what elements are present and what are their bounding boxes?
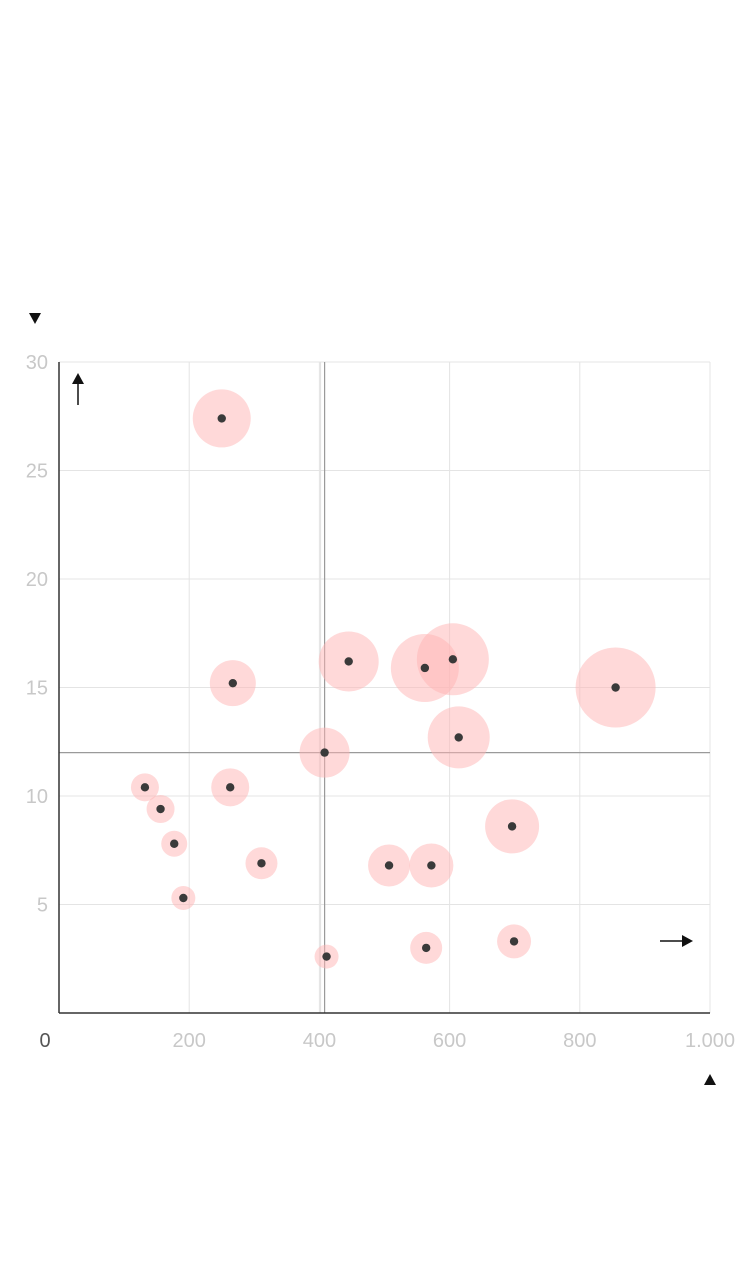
x-tick-label: 600 [433, 1030, 466, 1052]
x-tick-label: 0 [39, 1030, 50, 1052]
data-point [448, 655, 458, 664]
axes [58, 362, 710, 1014]
grid [59, 361, 711, 1013]
data-point [140, 783, 150, 792]
data-point [611, 683, 620, 692]
tick-labels: 0 200 400 600 800 1.000 5 10 15 20 25 30 [26, 352, 735, 1052]
data-point [257, 859, 266, 868]
data-point [454, 733, 463, 742]
data-point [226, 783, 235, 792]
data-point [170, 839, 179, 848]
data-point [320, 748, 329, 757]
y-tick-label: 20 [26, 569, 48, 591]
data-point [384, 861, 394, 870]
data-point [344, 657, 353, 666]
data-point [507, 822, 517, 831]
data-point [228, 678, 238, 688]
data-point [421, 943, 431, 953]
y-tick-label: 30 [26, 352, 48, 374]
points [140, 414, 620, 961]
y-tick-label: 10 [26, 786, 48, 808]
data-point [156, 804, 165, 814]
x-tick-label: 200 [173, 1030, 206, 1052]
y-tick-label: 5 [37, 895, 48, 917]
data-point [322, 952, 331, 961]
x-tick-label: 1.000 [685, 1030, 735, 1052]
reference-lines [59, 362, 710, 1013]
data-point [217, 414, 226, 423]
data-point [420, 663, 430, 673]
arrow-up-icon [72, 373, 84, 405]
y-tick-label: 15 [26, 678, 48, 700]
x-tick-label: 400 [303, 1030, 336, 1052]
data-point [509, 937, 519, 946]
data-point [427, 861, 436, 870]
arrow-right-icon [660, 935, 693, 947]
y-tick-label: 25 [26, 461, 48, 483]
data-point [179, 893, 188, 903]
bubbles [130, 389, 656, 969]
triangle-up-icon [704, 1074, 716, 1085]
triangle-down-icon [29, 313, 41, 324]
x-tick-label: 800 [563, 1030, 596, 1052]
